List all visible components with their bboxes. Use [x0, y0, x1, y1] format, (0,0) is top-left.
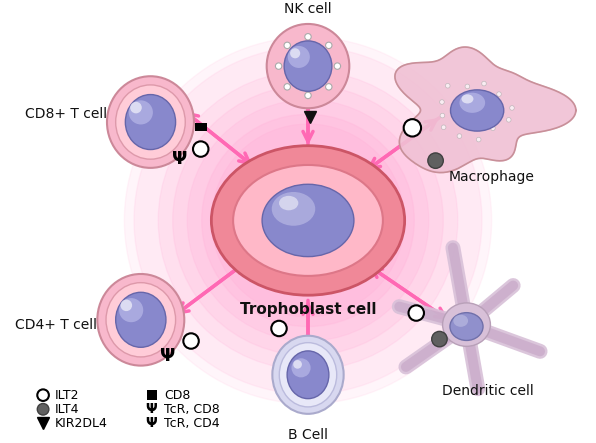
Text: KIR2DL4: KIR2DL4 [55, 417, 107, 430]
Ellipse shape [125, 94, 176, 150]
Ellipse shape [134, 47, 482, 394]
Ellipse shape [408, 305, 424, 321]
Text: Dendritic cell: Dendritic cell [442, 385, 533, 398]
Ellipse shape [271, 321, 287, 336]
Ellipse shape [450, 313, 483, 340]
Ellipse shape [482, 81, 486, 86]
Text: Ψ: Ψ [145, 416, 157, 430]
Text: Ψ: Ψ [172, 150, 187, 168]
Ellipse shape [193, 141, 209, 157]
Ellipse shape [212, 146, 405, 295]
Ellipse shape [305, 34, 311, 40]
Ellipse shape [403, 119, 421, 136]
Ellipse shape [279, 196, 299, 210]
Ellipse shape [187, 100, 429, 341]
Text: Trophoblast cell: Trophoblast cell [240, 303, 376, 318]
Ellipse shape [38, 389, 49, 401]
Ellipse shape [201, 114, 414, 326]
Ellipse shape [432, 331, 447, 347]
Ellipse shape [158, 71, 458, 370]
Ellipse shape [119, 298, 143, 322]
Text: TcR, CD4: TcR, CD4 [164, 417, 220, 430]
Ellipse shape [284, 42, 290, 49]
Ellipse shape [325, 42, 332, 49]
Text: Ψ: Ψ [160, 347, 176, 365]
Text: Macrophage: Macrophage [449, 170, 535, 184]
Ellipse shape [291, 358, 311, 377]
Ellipse shape [287, 351, 329, 399]
Text: CD8: CD8 [164, 389, 191, 402]
Ellipse shape [212, 124, 405, 317]
Ellipse shape [272, 336, 344, 414]
Ellipse shape [130, 102, 142, 113]
Ellipse shape [262, 184, 354, 256]
Ellipse shape [507, 117, 511, 122]
Ellipse shape [457, 134, 462, 138]
Ellipse shape [510, 105, 514, 110]
Bar [147, 390, 157, 400]
Ellipse shape [445, 83, 450, 88]
Ellipse shape [443, 303, 491, 346]
Ellipse shape [451, 90, 504, 131]
Ellipse shape [440, 100, 444, 104]
Ellipse shape [334, 63, 340, 69]
Ellipse shape [129, 101, 153, 124]
Text: ILT4: ILT4 [55, 403, 79, 416]
Ellipse shape [173, 85, 443, 355]
Ellipse shape [454, 315, 468, 327]
Ellipse shape [441, 125, 446, 129]
Ellipse shape [38, 404, 49, 415]
Text: ILT2: ILT2 [55, 389, 79, 402]
Ellipse shape [284, 41, 332, 91]
Ellipse shape [496, 92, 501, 97]
Ellipse shape [288, 46, 310, 68]
Ellipse shape [275, 63, 282, 69]
Ellipse shape [120, 299, 132, 311]
Ellipse shape [107, 76, 194, 168]
Ellipse shape [440, 113, 445, 118]
Ellipse shape [305, 92, 311, 99]
Ellipse shape [184, 333, 199, 349]
Ellipse shape [266, 24, 349, 108]
Ellipse shape [116, 292, 166, 347]
Ellipse shape [116, 85, 185, 159]
Ellipse shape [491, 126, 495, 131]
Text: Ψ: Ψ [145, 402, 157, 416]
Ellipse shape [284, 84, 290, 90]
Text: NK cell: NK cell [284, 2, 332, 16]
Ellipse shape [465, 84, 470, 89]
Ellipse shape [233, 165, 383, 276]
Ellipse shape [125, 37, 492, 404]
Ellipse shape [272, 192, 315, 226]
Ellipse shape [325, 84, 332, 90]
Ellipse shape [106, 283, 176, 357]
Ellipse shape [461, 94, 473, 104]
Bar [195, 123, 207, 131]
Ellipse shape [97, 274, 184, 365]
Ellipse shape [428, 153, 443, 168]
Text: TcR, CD8: TcR, CD8 [164, 403, 220, 416]
Ellipse shape [476, 137, 481, 142]
Text: B Cell: B Cell [288, 428, 328, 442]
Polygon shape [395, 47, 576, 173]
Text: CD4+ T cell: CD4+ T cell [15, 318, 97, 332]
Ellipse shape [460, 93, 485, 113]
Ellipse shape [293, 360, 302, 369]
Ellipse shape [280, 342, 337, 407]
Ellipse shape [290, 48, 300, 58]
Text: CD8+ T cell: CD8+ T cell [25, 107, 107, 121]
